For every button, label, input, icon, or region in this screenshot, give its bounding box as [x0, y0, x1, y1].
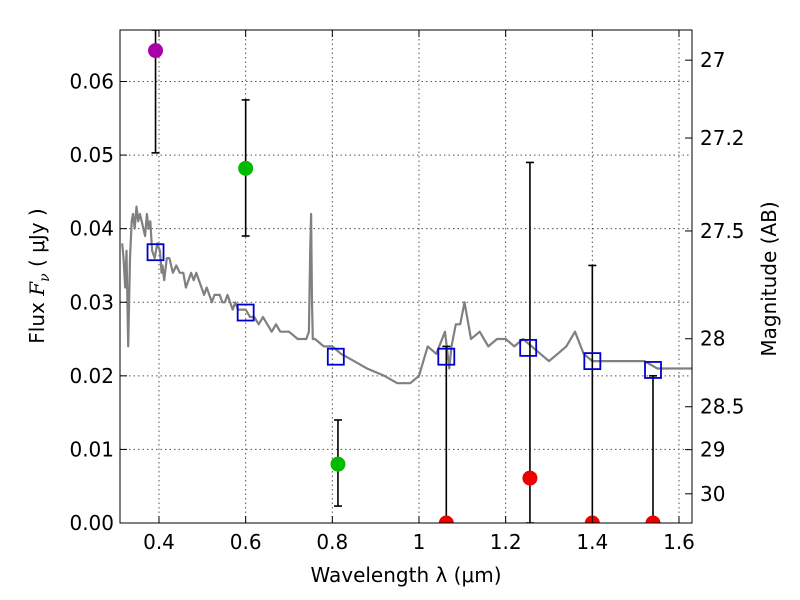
x-tick-label: 1.6 [663, 530, 695, 554]
observed-photometry-point [148, 43, 164, 59]
y-axis-title-prefix: Flux [25, 296, 49, 344]
x-tick-label: 0.6 [230, 530, 262, 554]
observed-photometry-point [238, 160, 254, 176]
y-axis-ticks: 0.00 0.01 0.02 0.03 0.04 0.05 0.06 [69, 70, 127, 535]
x-axis-title: Wavelength λ (μm) [310, 563, 501, 587]
y-tick-label: 0.02 [69, 364, 114, 388]
observed-photometry-point [522, 470, 538, 486]
model-photometry-square [644, 361, 662, 379]
model-photometry-square [146, 243, 165, 262]
model-sed-line [121, 205, 692, 385]
y-tick-label: 0.03 [69, 290, 114, 314]
grid [120, 30, 692, 524]
y2-tick-label: 28.5 [700, 395, 745, 419]
model-photometry-square [519, 338, 538, 357]
model-photometry-square [583, 352, 602, 371]
observed-photometry-point [645, 515, 661, 523]
y2-tick-label: 27.2 [700, 126, 745, 150]
y-axis-title-symbol: F [25, 281, 49, 297]
y2-tick-label: 28 [700, 327, 725, 351]
model-photometry-square [437, 347, 456, 366]
y-tick-label: 0.00 [69, 511, 114, 535]
x-axis-ticks: 0.4 0.6 0.8 1 1.2 1.4 1.6 [143, 30, 695, 554]
secondary-y-axis-ticks: 27 27.2 27.5 28 28.5 29 30 [685, 48, 745, 506]
x-tick-label: 0.4 [143, 530, 175, 554]
x-tick-label: 1.4 [576, 530, 608, 554]
plot-frame [119, 29, 693, 524]
y-axis-title-subscript: ν [37, 273, 53, 282]
y-tick-label: 0.01 [69, 437, 114, 461]
plot-area [120, 30, 692, 523]
observed-photometry-point [438, 515, 454, 523]
model-photometry-square [236, 303, 255, 322]
y-tick-label: 0.05 [69, 143, 114, 167]
secondary-y-axis-title: Magnitude (AB) [757, 201, 781, 356]
y-tick-label: 0.06 [69, 70, 114, 94]
model-photometry-markers [146, 243, 662, 379]
y-axis-title: Flux Fν ( μJy ) [25, 208, 53, 343]
y-tick-label: 0.04 [69, 217, 114, 241]
y2-tick-label: 27.5 [700, 219, 745, 243]
y2-tick-label: 29 [700, 438, 725, 462]
y2-tick-label: 30 [700, 482, 725, 506]
x-tick-label: 1 [413, 530, 426, 554]
model-photometry-square [326, 347, 345, 366]
observed-photometry-point [330, 456, 346, 472]
x-tick-label: 1.2 [490, 530, 522, 554]
y-axis-title-suffix: ( μJy ) [25, 208, 49, 273]
y2-tick-label: 27 [700, 48, 725, 72]
x-tick-label: 0.8 [316, 530, 348, 554]
